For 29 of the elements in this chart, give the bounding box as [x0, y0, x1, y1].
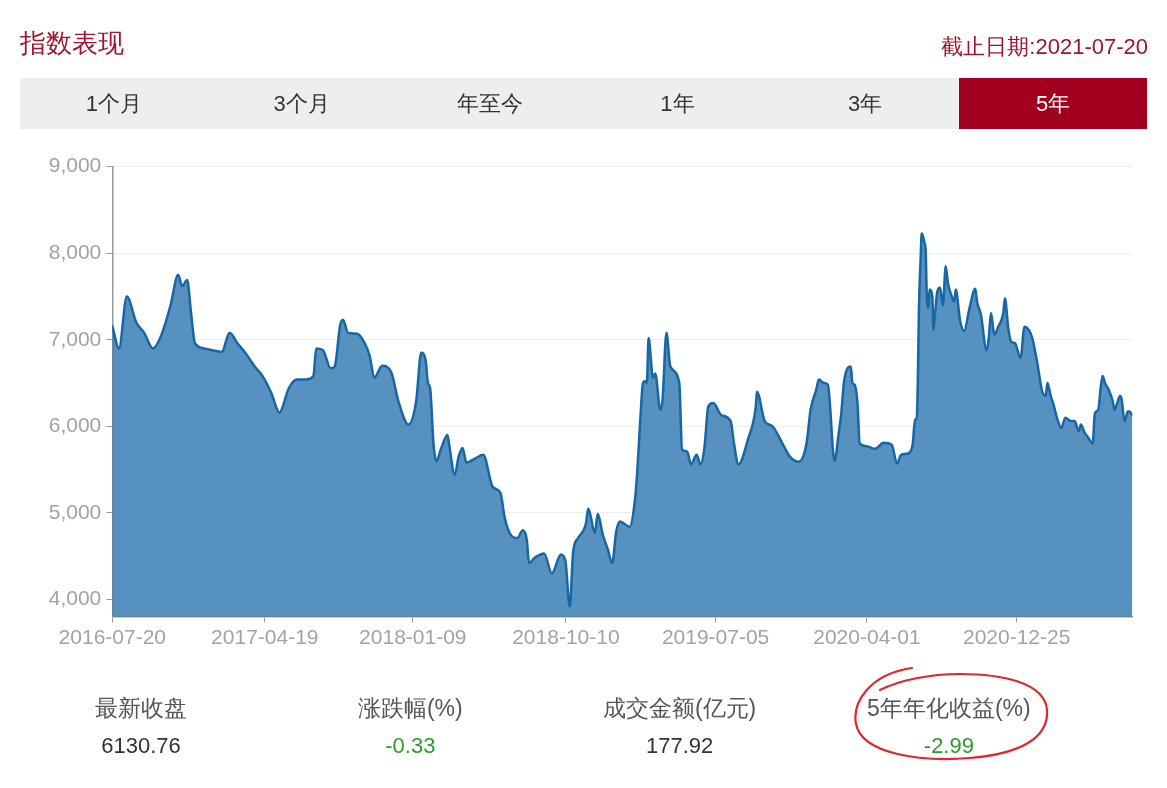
- data-label: 6130.76: [100, 732, 182, 760]
- category-label: 5年年化收益(%): [866, 694, 1032, 722]
- text: 1个月: [84, 89, 144, 118]
- y-tick-label: 5,000: [48, 499, 102, 523]
- x-tick-label: 2016-07-20: [58, 625, 167, 649]
- chart-title: 指数表现: [20, 27, 124, 59]
- category-label: 成交金额(亿元): [601, 694, 758, 722]
- text: 1年: [659, 89, 696, 118]
- text: 年至今: [455, 89, 524, 118]
- text: 截止日期:2021-07-20: [941, 33, 1148, 61]
- x-tick-label: 2019-07-05: [661, 625, 770, 649]
- text: 3个月: [272, 89, 331, 118]
- y-tick-label: 7,000: [48, 326, 102, 350]
- data-label: -0.33: [384, 732, 437, 760]
- category-label: 涨跌幅(%): [356, 694, 464, 722]
- y-tick-label: 8,000: [48, 240, 102, 264]
- text: 5年: [959, 78, 1147, 129]
- y-tick-label: 6,000: [48, 413, 102, 437]
- x-tick-label: 2017-04-19: [211, 625, 319, 649]
- data-label: 177.92: [644, 732, 715, 760]
- text: 3年: [847, 89, 884, 118]
- x-tick-label: 2020-04-01: [813, 625, 921, 649]
- y-tick-label: 9,000: [48, 153, 102, 177]
- category-label: 最新收盘: [94, 694, 188, 722]
- data-label: -2.99: [922, 732, 975, 760]
- x-tick-label: 2020-12-25: [962, 625, 1071, 649]
- y-tick-label: 4,000: [48, 586, 102, 610]
- x-tick-label: 2018-01-09: [359, 625, 467, 649]
- x-tick-label: 2018-10-10: [512, 625, 620, 649]
